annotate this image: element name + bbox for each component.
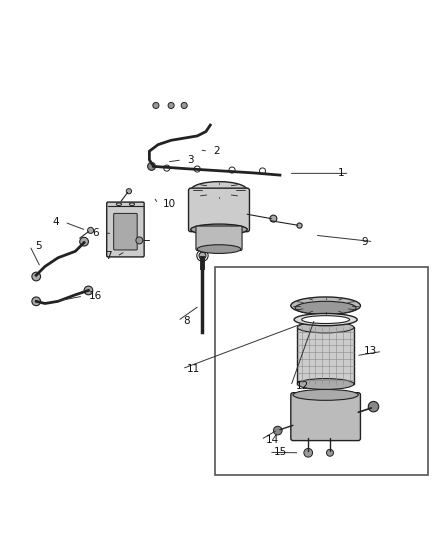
Circle shape: [199, 252, 206, 259]
FancyBboxPatch shape: [196, 226, 242, 251]
Bar: [215, 266, 428, 475]
Ellipse shape: [302, 316, 350, 324]
Circle shape: [84, 286, 93, 295]
FancyBboxPatch shape: [291, 393, 360, 441]
Text: 3: 3: [187, 155, 194, 165]
Circle shape: [273, 426, 282, 435]
Circle shape: [148, 163, 155, 171]
Ellipse shape: [191, 224, 247, 235]
Text: 9: 9: [362, 237, 368, 247]
FancyBboxPatch shape: [114, 213, 137, 250]
Ellipse shape: [191, 182, 247, 199]
Bar: [297, 327, 354, 384]
Text: 14: 14: [266, 435, 279, 445]
Ellipse shape: [291, 297, 360, 314]
FancyBboxPatch shape: [188, 188, 250, 232]
Circle shape: [153, 102, 159, 109]
Text: 12: 12: [296, 381, 309, 391]
Circle shape: [297, 223, 302, 228]
Ellipse shape: [297, 378, 354, 390]
Ellipse shape: [295, 301, 356, 314]
Text: 7: 7: [105, 252, 112, 262]
Circle shape: [126, 189, 131, 194]
Circle shape: [368, 401, 379, 412]
Circle shape: [136, 237, 143, 244]
Circle shape: [181, 102, 187, 109]
Text: 13: 13: [364, 346, 377, 357]
Circle shape: [32, 272, 41, 281]
Text: 4: 4: [53, 217, 59, 227]
Circle shape: [32, 297, 41, 305]
Text: 6: 6: [92, 228, 99, 238]
Text: 11: 11: [187, 364, 201, 374]
Ellipse shape: [293, 390, 358, 400]
Ellipse shape: [294, 313, 357, 326]
Circle shape: [168, 102, 174, 109]
Text: 10: 10: [163, 199, 177, 209]
Ellipse shape: [297, 322, 354, 333]
Text: 5: 5: [35, 240, 42, 251]
FancyBboxPatch shape: [107, 202, 144, 257]
Text: 15: 15: [274, 447, 287, 457]
Circle shape: [326, 449, 333, 456]
Circle shape: [88, 228, 94, 233]
Circle shape: [304, 448, 313, 457]
Text: 8: 8: [183, 316, 190, 326]
Circle shape: [270, 215, 277, 222]
Ellipse shape: [197, 245, 241, 254]
Circle shape: [80, 237, 88, 246]
Text: 16: 16: [88, 291, 102, 301]
Text: 2: 2: [213, 146, 220, 156]
Text: 1: 1: [338, 168, 344, 179]
